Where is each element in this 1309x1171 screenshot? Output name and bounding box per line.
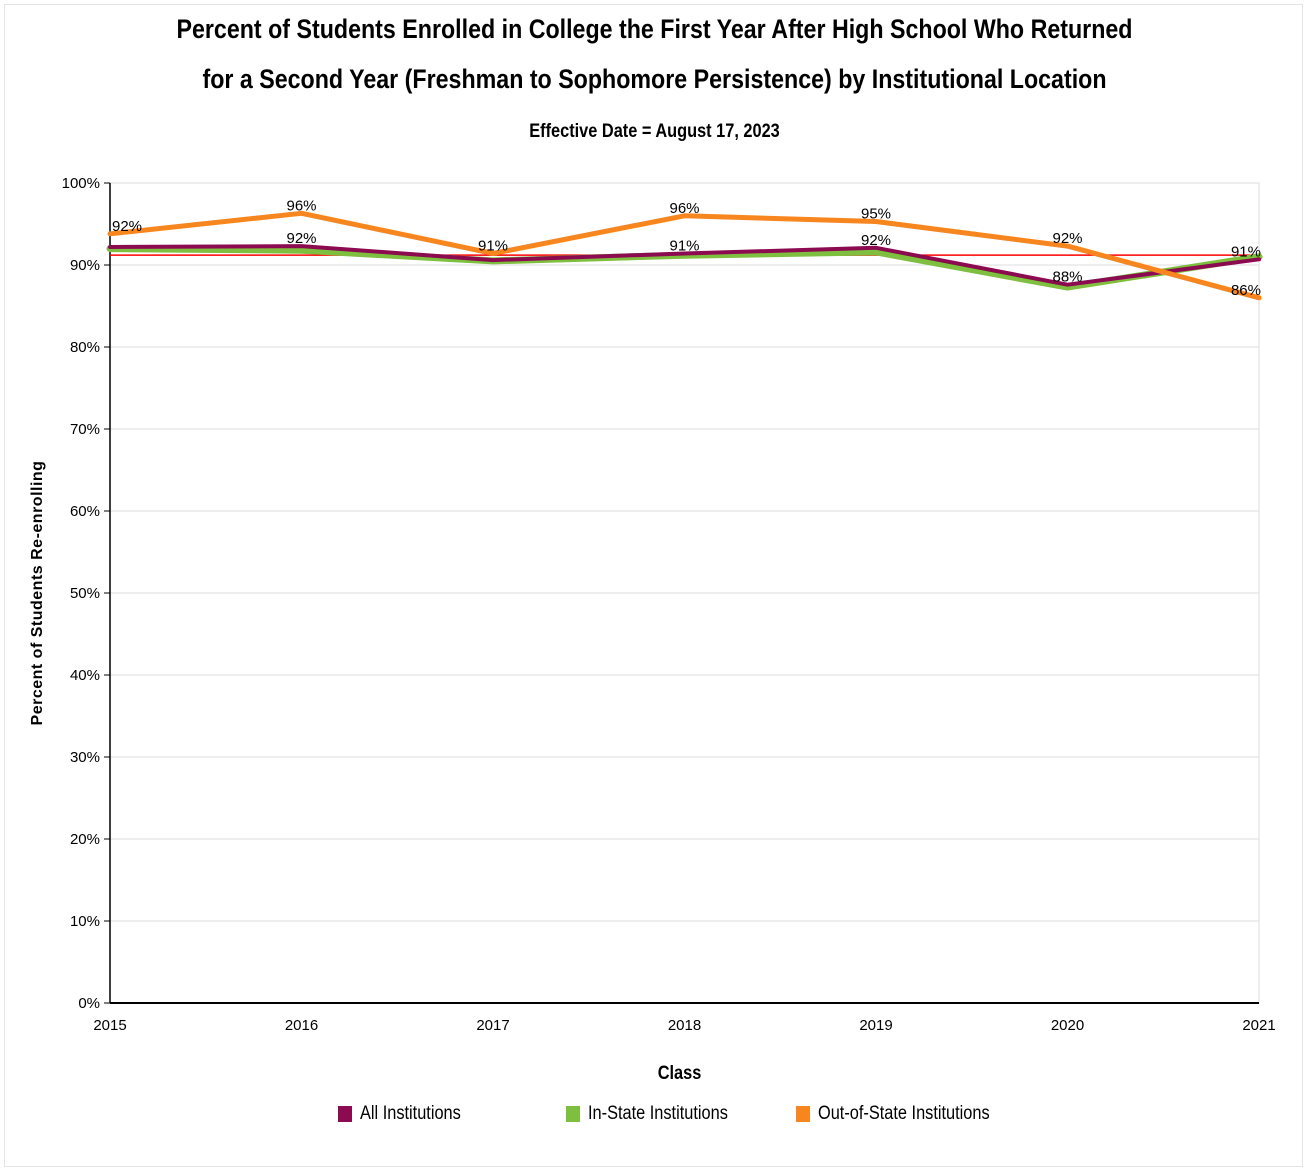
x-tick-label: 2021: [1242, 1017, 1275, 1034]
data-label: 88%: [1052, 269, 1082, 286]
legend-item-all-institutions[interactable]: All Institutions: [338, 1102, 477, 1126]
data-label: 91%: [669, 238, 699, 255]
y-tick-label: 80%: [70, 339, 100, 356]
series-line-out-of-state-institutions: [107, 210, 1262, 301]
y-tick-label: 10%: [70, 913, 100, 930]
legend-item-in-state[interactable]: In-State Institutions: [566, 1102, 751, 1126]
y-axis-label: Percent of Students Re-enrolling: [29, 461, 46, 726]
x-axis-label: Class: [657, 1063, 702, 1084]
data-label: 92%: [112, 218, 142, 235]
x-tick-label: 2016: [285, 1017, 318, 1034]
y-axis-ticks: 0% 10% 20% 30% 40% 50% 60% 70% 80% 90% 100%: [62, 175, 111, 1012]
x-axis-ticks: 2015 2016 2017 2018 2019 2020 2021: [93, 1002, 1276, 1034]
x-tick-label: 2018: [668, 1017, 701, 1034]
legend-swatch-in-state: [566, 1106, 580, 1122]
y-tick-label: 90%: [70, 257, 100, 274]
chart-subtitle: Effective Date = August 17, 2023: [529, 121, 780, 142]
legend-swatch-out-of-state: [796, 1106, 810, 1122]
chart-frame: [4, 4, 1303, 1167]
y-tick-label: 70%: [70, 421, 100, 438]
grid-lines: [109, 182, 1260, 1004]
legend-item-out-of-state[interactable]: Out-of-State Institutions: [796, 1102, 1018, 1126]
x-tick-label: 2017: [476, 1017, 509, 1034]
series-line-all-institutions: [108, 244, 1261, 287]
data-labels: 92% 91% 92% 88% 91% 92% 96% 91% 96% 95% 92% 86%: [112, 197, 1261, 298]
data-label: 91%: [478, 238, 508, 255]
data-label: 96%: [669, 200, 699, 217]
chart-title-line1: Percent of Students Enrolled in College …: [176, 14, 1133, 44]
series-lines: [106, 210, 1263, 301]
data-label: 95%: [861, 206, 891, 223]
y-tick-label: 40%: [70, 667, 100, 684]
legend-swatch-all: [338, 1106, 352, 1122]
x-tick-label: 2019: [859, 1017, 892, 1034]
data-label: 91%: [1231, 243, 1261, 260]
y-tick-label: 30%: [70, 749, 100, 766]
data-label: 92%: [861, 232, 891, 249]
y-tick-label: 0%: [78, 995, 100, 1012]
y-tick-label: 50%: [70, 585, 100, 602]
legend-label-out-of-state: Out-of-State Institutions: [818, 1103, 990, 1124]
y-tick-label: 20%: [70, 831, 100, 848]
line-chart: 0%10%20%30%40%50%60%70%80%90%100% 2015 20…: [29, 175, 1276, 1034]
data-label: 96%: [286, 197, 316, 214]
y-tick-label: 60%: [70, 503, 100, 520]
legend-label-all: All Institutions: [360, 1103, 461, 1124]
chart-title-line2: for a Second Year (Freshman to Sophomore…: [202, 64, 1107, 94]
data-label: 92%: [286, 230, 316, 247]
data-label: 92%: [1052, 230, 1082, 247]
data-label: 86%: [1231, 282, 1261, 299]
legend-label-in-state: In-State Institutions: [588, 1103, 728, 1124]
y-tick-label: 100%: [62, 175, 100, 192]
x-tick-label: 2015: [93, 1017, 126, 1034]
x-tick-label: 2020: [1051, 1017, 1084, 1034]
